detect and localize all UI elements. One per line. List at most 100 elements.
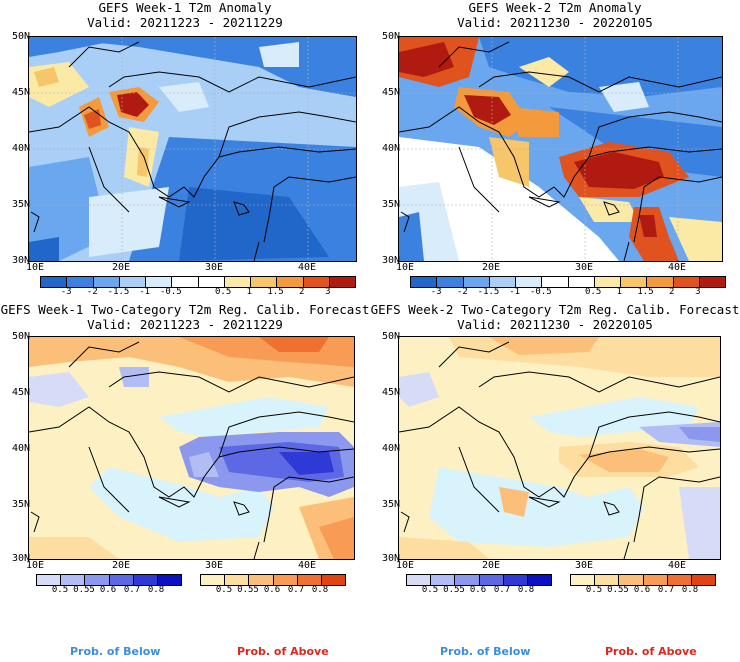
lat-label: 30N xyxy=(381,553,400,564)
panel-valid: Valid: 20211230 - 20220105 xyxy=(457,317,653,332)
colorbar-tick-label: 0.8 xyxy=(517,585,535,595)
colorbar-tick-label: -1.5 xyxy=(107,287,130,297)
colorbar-swatch xyxy=(248,575,273,585)
lon-label: 20E xyxy=(111,560,131,571)
colorbar-tick-label: 0.7 xyxy=(287,585,305,595)
prob-map-week2 xyxy=(398,336,721,560)
lon-label: 30E xyxy=(204,262,224,273)
colorbar-tick-label: -3 xyxy=(430,287,442,297)
colorbar-tick-label: 0.5 xyxy=(215,287,232,297)
anomaly-field xyxy=(29,37,356,261)
colorbar-swatch xyxy=(92,277,119,287)
lat-label: 45N xyxy=(381,87,400,98)
colorbar-swatch xyxy=(502,575,527,585)
colorbar-swatch xyxy=(276,277,303,287)
panel-valid: Valid: 20211230 - 20220105 xyxy=(457,15,653,30)
colorbar-swatch xyxy=(108,575,133,585)
colorbar-swatch xyxy=(488,277,515,287)
colorbar-tick-label: 0.5 xyxy=(51,585,69,595)
colorbar-tick-label: 0.55 xyxy=(607,585,629,595)
lat-label: 30N xyxy=(381,255,400,266)
panel-week2-anomaly: GEFS Week-2 T2m Anomaly Valid: 20211230 … xyxy=(370,0,740,300)
panel-valid: Valid: 20211223 - 20211229 xyxy=(87,15,283,30)
colorbar-swatch xyxy=(66,277,93,287)
prob-below-legend-left: Prob. of Below xyxy=(70,645,161,658)
colorbar-tick-label: -2 xyxy=(456,287,468,297)
colorbar-swatch xyxy=(430,575,455,585)
colorbar-tick-label: 1.5 xyxy=(267,287,284,297)
colorbar-swatch xyxy=(145,277,172,287)
colorbar-tick-label: 0.6 xyxy=(263,585,281,595)
prob-above-colorbar xyxy=(570,574,716,586)
colorbar-swatch xyxy=(666,575,691,585)
lon-label: 30E xyxy=(204,560,224,571)
lat-label: 50N xyxy=(11,331,30,342)
colorbar-tick-label: 2 xyxy=(668,287,675,297)
colorbar-swatch xyxy=(156,575,182,585)
panel-title: GEFS Week-1 T2m Anomaly xyxy=(98,0,272,15)
probability-field xyxy=(29,337,354,559)
colorbar-swatch xyxy=(132,575,157,585)
anomaly-colorbar xyxy=(40,276,356,288)
colorbar-swatch xyxy=(411,277,437,287)
lat-label: 35N xyxy=(11,499,30,510)
panel-title: GEFS Week-1 Two-Category T2m Reg. Calib.… xyxy=(0,302,370,317)
colorbar-tick-label: 0.7 xyxy=(657,585,675,595)
lat-label: 45N xyxy=(11,87,30,98)
lon-label: 40E xyxy=(667,560,687,571)
colorbar-swatch xyxy=(478,575,503,585)
lon-label: 30E xyxy=(574,560,594,571)
colorbar-tick-label: -3 xyxy=(60,287,72,297)
lat-label: 35N xyxy=(381,499,400,510)
lon-label: 30E xyxy=(574,262,594,273)
panel-week2-prob: GEFS Week-2 Two-Category T2m Reg. Calib.… xyxy=(370,302,740,602)
lat-label: 35N xyxy=(381,199,400,210)
colorbar-tick-label: 0.55 xyxy=(237,585,259,595)
colorbar-tick-label: 3 xyxy=(695,287,701,297)
prob-below-colorbar xyxy=(36,574,182,586)
colorbar-swatch xyxy=(223,277,250,287)
lon-label: 10E xyxy=(25,560,45,571)
colorbar-swatch xyxy=(407,575,431,585)
colorbar-tick-label: 0.55 xyxy=(443,585,465,595)
prob-above-colorbar xyxy=(200,574,346,586)
colorbar-swatch xyxy=(462,277,489,287)
colorbar-tick-label: 0.5 xyxy=(215,585,233,595)
lat-label: 45N xyxy=(11,387,30,398)
lon-label: 20E xyxy=(481,262,501,273)
colorbar-swatch xyxy=(593,277,620,287)
colorbar-swatch xyxy=(672,277,699,287)
panel-title: GEFS Week-2 Two-Category T2m Reg. Calib.… xyxy=(370,302,740,317)
lat-label: 40N xyxy=(11,143,30,154)
prob-map-week1 xyxy=(28,336,355,560)
lat-label: 45N xyxy=(381,387,400,398)
colorbar-tick-label: 2 xyxy=(298,287,305,297)
lat-label: 30N xyxy=(11,255,30,266)
colorbar-tick-label: -1.5 xyxy=(477,287,500,297)
colorbar-tick-label: 0.8 xyxy=(147,585,165,595)
colorbar-swatch xyxy=(454,575,479,585)
anomaly-map-week1 xyxy=(28,36,357,262)
colorbar-tick-label: 0.8 xyxy=(681,585,699,595)
panel-title: GEFS Week-2 T2m Anomaly xyxy=(468,0,642,15)
colorbar-tick-label: 3 xyxy=(325,287,331,297)
colorbar-swatch xyxy=(526,575,552,585)
colorbar-tick-label: 0.8 xyxy=(311,585,329,595)
colorbar-swatch xyxy=(320,575,346,585)
prob-above-legend-left: Prob. of Above xyxy=(237,645,329,658)
colorbar-tick-label: 0.6 xyxy=(99,585,117,595)
colorbar-tick-label: 0.5 xyxy=(421,585,439,595)
lon-label: 10E xyxy=(395,262,415,273)
lat-label: 40N xyxy=(381,143,400,154)
colorbar-swatch xyxy=(594,575,619,585)
colorbar-tick-label: -1 xyxy=(139,287,151,297)
colorbar-tick-label: 1 xyxy=(616,287,623,297)
lon-label: 20E xyxy=(481,560,501,571)
colorbar-swatch xyxy=(197,277,224,287)
colorbar-tick-label: -0.5 xyxy=(159,287,182,297)
colorbar-tick-label: -0.5 xyxy=(529,287,552,297)
colorbar-swatch xyxy=(328,277,355,287)
colorbar-tick-label: 0.7 xyxy=(493,585,511,595)
prob-below-colorbar xyxy=(406,574,552,586)
panel-week1-anomaly: GEFS Week-1 T2m Anomaly Valid: 20211223 … xyxy=(0,0,370,300)
